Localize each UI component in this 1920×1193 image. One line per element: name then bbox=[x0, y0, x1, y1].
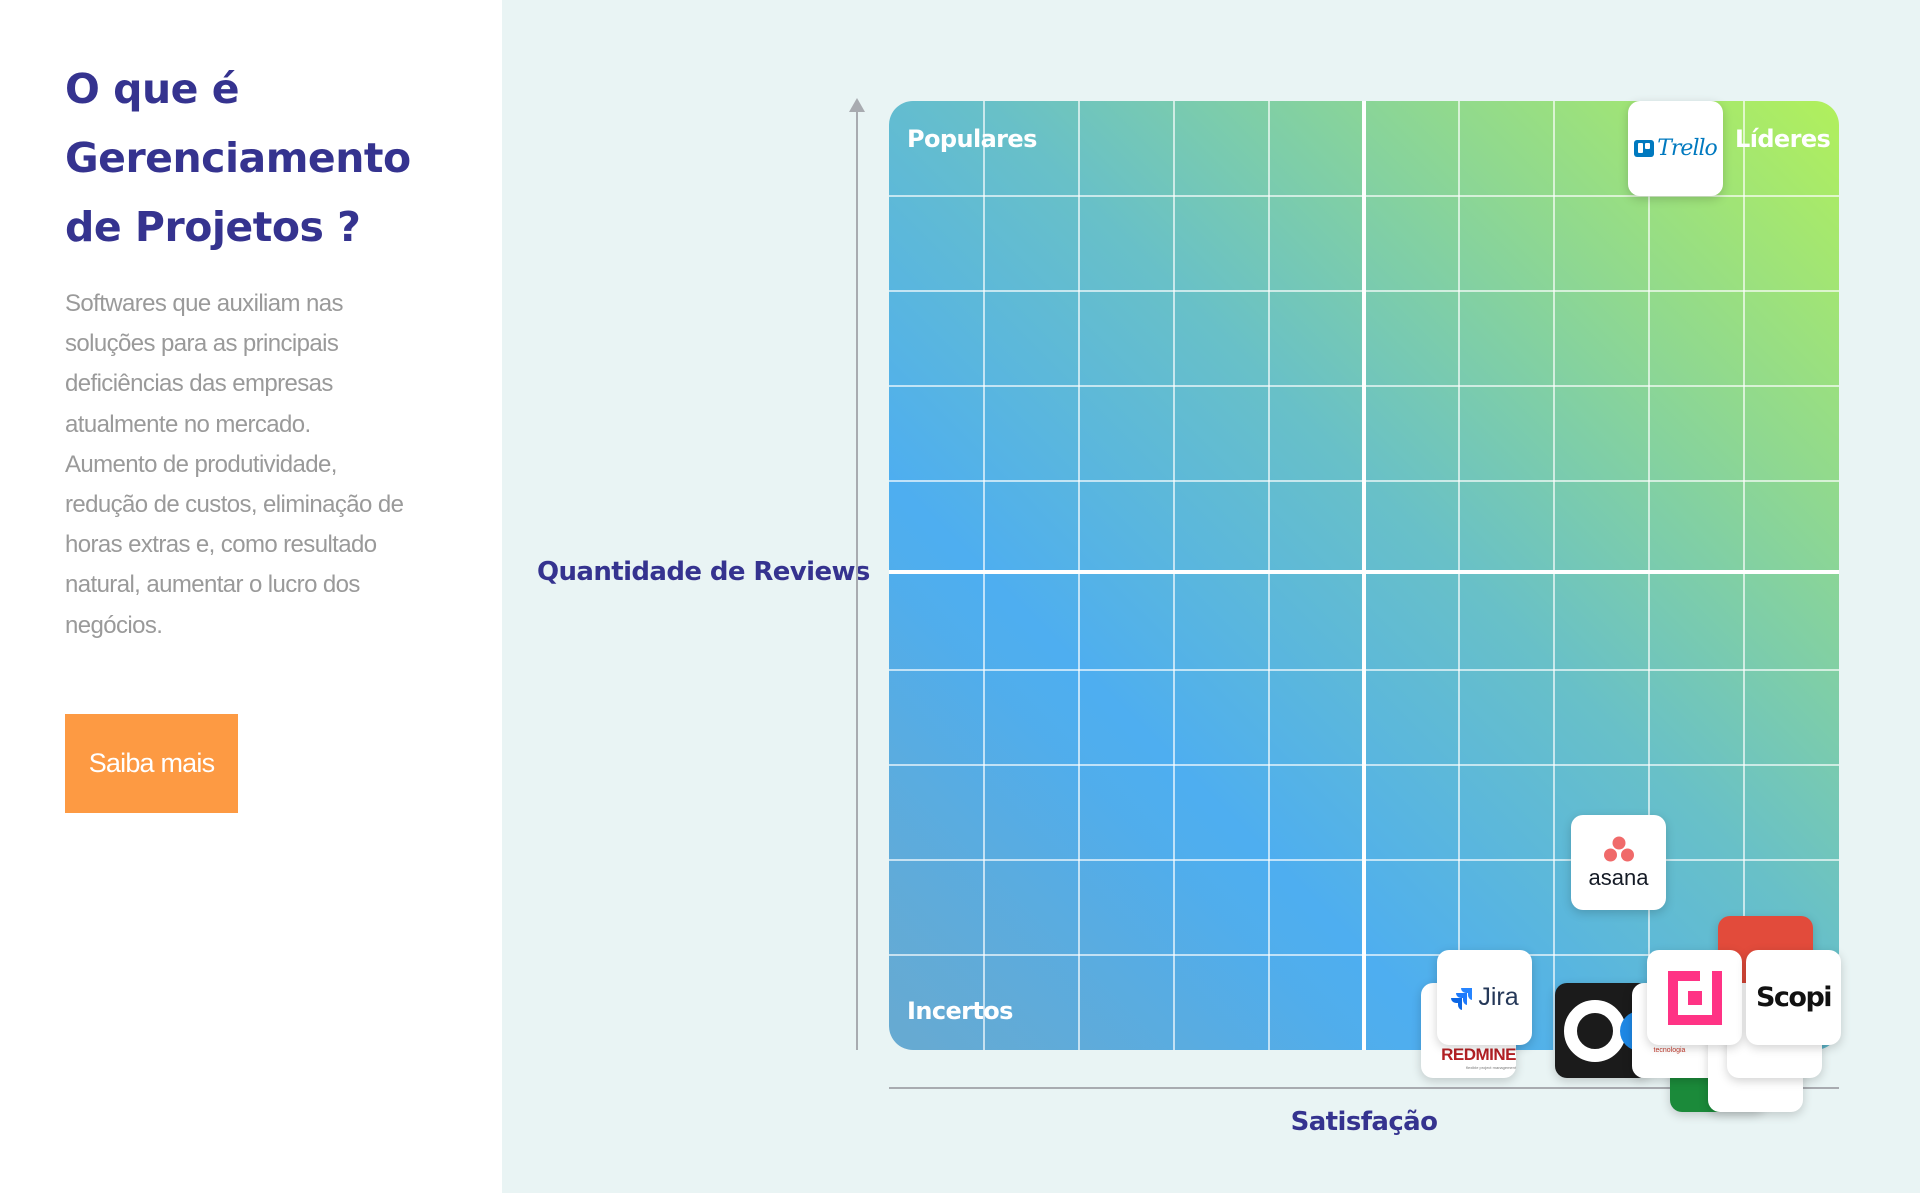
page-title-line: de Projetos ? bbox=[65, 203, 361, 251]
page-title-line: Gerenciamento bbox=[65, 134, 411, 182]
jira-logo-text: Jira bbox=[1478, 983, 1519, 1011]
trello-icon bbox=[1634, 140, 1655, 157]
quadrant-label-lideres: Líderes bbox=[1735, 125, 1831, 153]
scopi-logo-card[interactable]: Scopi bbox=[1746, 950, 1841, 1045]
ring-icon bbox=[1563, 999, 1626, 1062]
y-axis-line bbox=[856, 104, 858, 1050]
trello-logo-text: Trello bbox=[1657, 136, 1718, 161]
grid-lines bbox=[889, 101, 1839, 1050]
trello-logo-card[interactable]: Trello bbox=[1628, 101, 1723, 196]
page-title-line: O que é bbox=[65, 65, 240, 113]
quadrant-label-populares: Populares bbox=[907, 125, 1037, 153]
page-title: O que é Gerenciamento de Projetos ? bbox=[65, 55, 465, 262]
jira-icon bbox=[1451, 987, 1473, 1010]
pink-logo-card[interactable] bbox=[1647, 950, 1742, 1045]
intro-panel: O que é Gerenciamento de Projetos ? Soft… bbox=[0, 0, 502, 1193]
asana-logo-text: asana bbox=[1588, 864, 1649, 890]
scopi-logo-text: Scopi bbox=[1755, 982, 1833, 1013]
y-axis-label: Quantidade de Reviews bbox=[537, 557, 870, 587]
saiba-mais-button[interactable]: Saiba mais bbox=[65, 714, 238, 813]
x-axis-label: Satisfação bbox=[1290, 1107, 1438, 1137]
jira-logo-card[interactable]: Jira bbox=[1437, 950, 1532, 1045]
quadrant-grid: Populares Líderes Incertos bbox=[889, 101, 1839, 1050]
intro-description: Softwares que auxiliam nas soluções para… bbox=[65, 290, 404, 639]
quadrant-label-incertos: Incertos bbox=[907, 997, 1013, 1025]
x-axis-line bbox=[889, 1087, 1839, 1089]
asana-logo-card[interactable]: asana bbox=[1571, 815, 1666, 910]
redmine-logo-text: REDMINE bbox=[1441, 1045, 1516, 1064]
tecnologia-logo-text: tecnologia bbox=[1653, 1047, 1686, 1054]
redmine-tagline: flexible project management bbox=[1465, 1065, 1516, 1070]
pink-square-icon bbox=[1667, 970, 1722, 1025]
asana-icon bbox=[1603, 836, 1634, 861]
